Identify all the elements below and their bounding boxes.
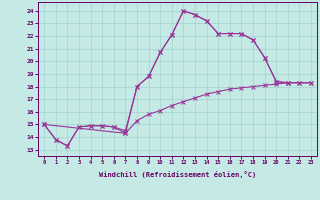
X-axis label: Windchill (Refroidissement éolien,°C): Windchill (Refroidissement éolien,°C): [99, 171, 256, 178]
